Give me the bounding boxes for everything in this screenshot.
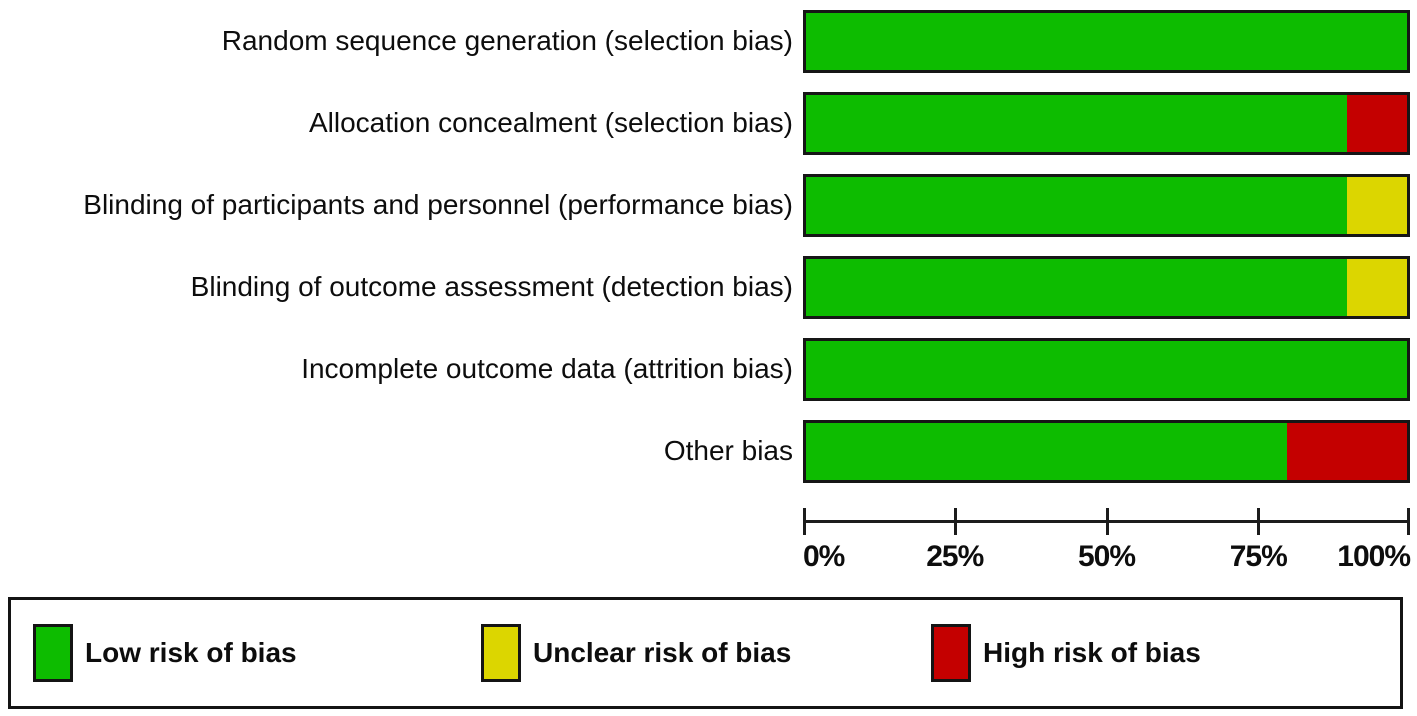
legend-label: High risk of bias bbox=[983, 637, 1201, 668]
row-label: Blinding of participants and personnel (… bbox=[83, 188, 793, 220]
tick-mark-25 bbox=[953, 508, 957, 535]
row-allocation-concealment: Allocation concealment (selection bias) bbox=[0, 82, 1417, 164]
row-incomplete-outcome-data: Incomplete outcome data (attrition bias) bbox=[0, 328, 1417, 410]
row-other-bias: Other bias bbox=[0, 410, 1417, 492]
stacked-bar bbox=[803, 255, 1410, 319]
row-label: Incomplete outcome data (attrition bias) bbox=[301, 352, 793, 384]
tick-label-100: 100% bbox=[1337, 540, 1411, 573]
segment-high-risk bbox=[1346, 94, 1407, 152]
low-risk-swatch-icon bbox=[33, 624, 73, 682]
legend-label: Unclear risk of bias bbox=[533, 637, 792, 668]
legend-label: Low risk of bias bbox=[85, 637, 297, 668]
tick-mark-0 bbox=[803, 508, 806, 535]
tick-mark-75 bbox=[1257, 508, 1261, 535]
row-label: Other bias bbox=[663, 434, 793, 466]
stacked-bar bbox=[803, 9, 1410, 73]
segment-unclear-risk bbox=[1346, 258, 1407, 316]
segment-low-risk bbox=[806, 94, 1347, 152]
segment-unclear-risk bbox=[1346, 176, 1407, 234]
row-label: Allocation concealment (selection bias) bbox=[308, 106, 793, 138]
tick-mark-100 bbox=[1407, 508, 1410, 535]
segment-low-risk bbox=[806, 176, 1347, 234]
legend-item-high-risk: High risk of bias bbox=[931, 600, 1201, 706]
x-axis: 0% 25% 50% 75% 100% bbox=[803, 508, 1411, 588]
tick-label-50: 50% bbox=[1077, 540, 1136, 573]
tick-label-75: 75% bbox=[1229, 540, 1288, 573]
stacked-bar bbox=[803, 91, 1410, 155]
segment-high-risk bbox=[1286, 422, 1407, 480]
stacked-bar bbox=[803, 337, 1410, 401]
stacked-bar bbox=[803, 419, 1410, 483]
tick-label-25: 25% bbox=[926, 540, 984, 573]
segment-low-risk bbox=[806, 422, 1287, 480]
row-blinding-outcome-assessment: Blinding of outcome assessment (detectio… bbox=[0, 246, 1417, 328]
segment-low-risk bbox=[806, 12, 1407, 70]
row-label: Blinding of outcome assessment (detectio… bbox=[190, 270, 793, 302]
row-label: Random sequence generation (selection bi… bbox=[221, 24, 793, 56]
stacked-bar bbox=[803, 173, 1410, 237]
legend-item-low-risk: Low risk of bias bbox=[33, 600, 297, 706]
row-random-sequence-generation: Random sequence generation (selection bi… bbox=[0, 0, 1417, 82]
unclear-risk-swatch-icon bbox=[481, 624, 521, 682]
row-blinding-participants-personnel: Blinding of participants and personnel (… bbox=[0, 164, 1417, 246]
segment-low-risk bbox=[806, 258, 1347, 316]
high-risk-swatch-icon bbox=[931, 624, 971, 682]
legend-item-unclear-risk: Unclear risk of bias bbox=[481, 600, 791, 706]
segment-low-risk bbox=[806, 340, 1407, 398]
tick-label-0: 0% bbox=[803, 540, 845, 573]
legend-box: Low risk of bias Unclear risk of bias Hi… bbox=[8, 597, 1403, 709]
tick-mark-50 bbox=[1105, 508, 1109, 535]
bias-rows: Random sequence generation (selection bi… bbox=[0, 0, 1417, 492]
